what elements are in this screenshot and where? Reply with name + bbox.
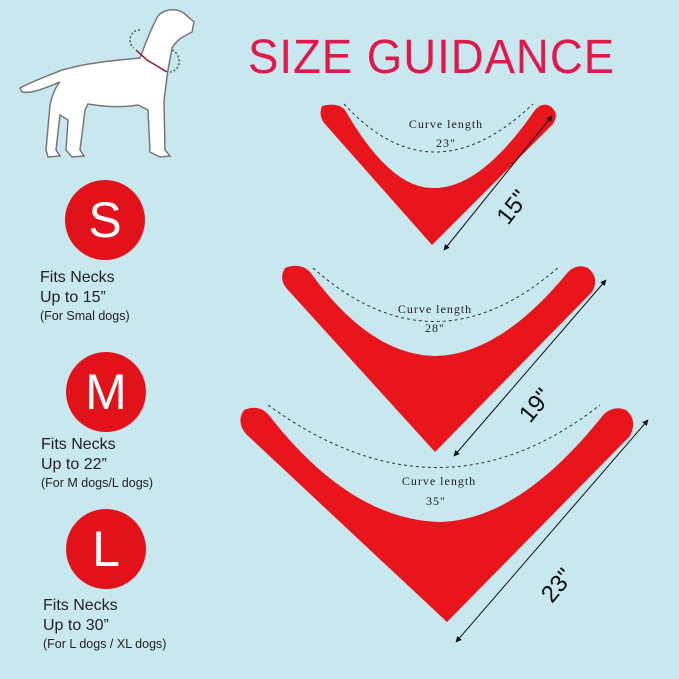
neck-size: Up to 30”	[43, 617, 109, 634]
curve-value-large: 35"	[426, 494, 446, 508]
height-arrow-large	[455, 419, 649, 643]
neck-size: Up to 15”	[40, 289, 106, 306]
height-arrow-small	[443, 115, 553, 251]
size-badge-m: M	[66, 352, 146, 432]
curve-label-small: Curve length	[409, 117, 483, 131]
dog-illustration	[19, 9, 195, 158]
curve-value-small: 23"	[436, 136, 456, 150]
dog-size-note: (For Smal dogs)	[40, 309, 130, 323]
fits-label: Fits Necks	[41, 436, 116, 453]
size-info-l: Fits Necks Up to 30” (For L dogs / XL do…	[43, 596, 166, 652]
size-info-s: Fits Necks Up to 15” (For Smal dogs)	[40, 268, 130, 324]
curve-value-medium: 28"	[425, 321, 445, 335]
size-badge-s: S	[65, 180, 145, 260]
fits-label: Fits Necks	[40, 269, 115, 286]
bandana-medium	[282, 265, 596, 452]
page-title: SIZE GUIDANCE	[248, 31, 616, 84]
curve-label-medium: Curve length	[398, 302, 472, 316]
height-value-medium: 19"	[514, 384, 557, 428]
height-value-small: 15"	[491, 185, 534, 229]
neck-size: Up to 22”	[41, 456, 107, 473]
fits-label: Fits Necks	[43, 597, 118, 614]
height-value-large: 23"	[536, 564, 579, 608]
dog-size-note: (For L dogs / XL dogs)	[43, 637, 167, 651]
size-badge-l: L	[66, 509, 146, 589]
curve-label-large: Curve length	[402, 474, 476, 488]
size-info-m: Fits Necks Up to 22” (For M dogs/L dogs)	[41, 435, 153, 491]
dog-size-note: (For M dogs/L dogs)	[41, 476, 154, 490]
